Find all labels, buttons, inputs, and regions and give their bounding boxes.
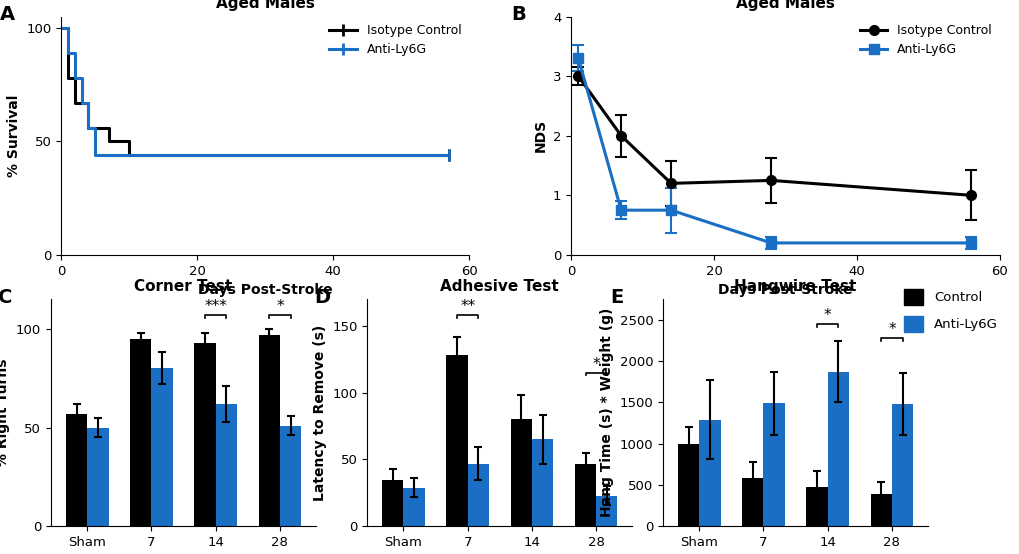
Text: B: B xyxy=(511,5,526,24)
Text: E: E xyxy=(609,288,623,307)
Title: Neurological Deficit
Aged Males: Neurological Deficit Aged Males xyxy=(700,0,869,11)
Bar xyxy=(279,425,301,526)
Bar xyxy=(215,404,236,526)
Bar xyxy=(511,419,531,526)
Bar xyxy=(891,404,912,526)
Bar xyxy=(468,464,488,526)
Bar xyxy=(152,368,172,526)
X-axis label: Days Post-Stroke: Days Post-Stroke xyxy=(198,283,332,297)
Bar xyxy=(763,403,784,526)
X-axis label: Days Post-Stroke: Days Post-Stroke xyxy=(717,283,852,297)
Text: D: D xyxy=(314,288,330,307)
Y-axis label: Latency to Remove (s): Latency to Remove (s) xyxy=(312,325,326,501)
Text: ***: *** xyxy=(204,299,227,314)
Text: C: C xyxy=(0,288,12,307)
Text: *: * xyxy=(592,357,599,372)
Bar xyxy=(404,488,424,526)
Bar xyxy=(806,488,826,526)
Y-axis label: % Survival: % Survival xyxy=(7,95,20,177)
Y-axis label: NDS: NDS xyxy=(533,119,547,152)
Legend: Control, Anti-Ly6G: Control, Anti-Ly6G xyxy=(898,284,1003,337)
Bar xyxy=(742,479,763,526)
Text: A: A xyxy=(0,5,15,24)
Bar xyxy=(870,494,891,526)
Bar xyxy=(446,355,468,526)
Bar xyxy=(66,414,88,526)
Title: Hangwire Test: Hangwire Test xyxy=(734,279,856,294)
Legend: Isotype Control, Anti-Ly6G: Isotype Control, Anti-Ly6G xyxy=(854,19,997,61)
Bar xyxy=(88,428,108,526)
Text: *: * xyxy=(276,299,283,314)
Title: Adhesive Test: Adhesive Test xyxy=(440,279,558,294)
Title: Corner Test: Corner Test xyxy=(135,279,232,294)
Bar xyxy=(130,338,152,526)
Y-axis label: % Right Turns: % Right Turns xyxy=(0,358,10,467)
Bar xyxy=(195,342,215,526)
Bar xyxy=(259,335,279,526)
Text: *: * xyxy=(888,322,895,337)
Bar xyxy=(595,496,616,526)
Text: **: ** xyxy=(460,299,475,314)
Bar xyxy=(826,372,848,526)
Bar xyxy=(531,439,552,526)
Legend: Isotype Control, Anti-Ly6G: Isotype Control, Anti-Ly6G xyxy=(324,19,467,61)
Bar xyxy=(699,420,719,526)
Bar xyxy=(382,480,404,526)
Text: *: * xyxy=(823,308,830,323)
Bar xyxy=(678,444,699,526)
Title: Post-Stroke Mortality
Aged Males: Post-Stroke Mortality Aged Males xyxy=(173,0,357,11)
Bar xyxy=(575,464,595,526)
Y-axis label: Hang Time (s) * Weight (g): Hang Time (s) * Weight (g) xyxy=(599,308,613,517)
